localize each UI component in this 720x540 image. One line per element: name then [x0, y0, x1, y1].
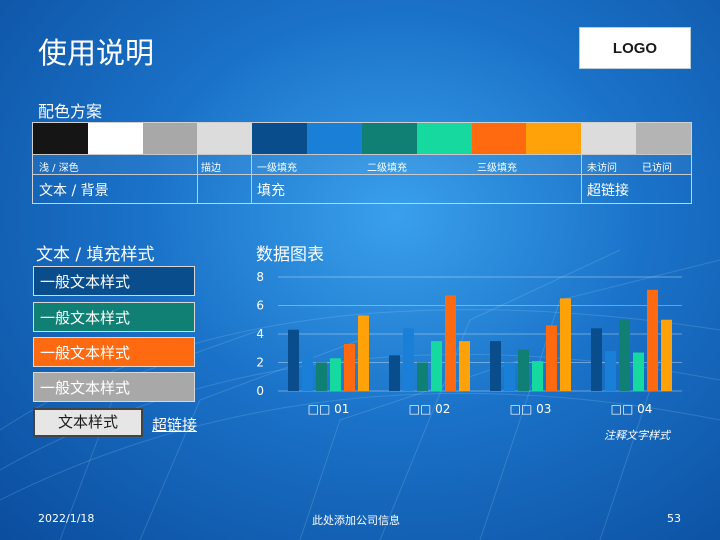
swatch-row: [33, 123, 691, 154]
page-title: 使用说明: [38, 36, 155, 70]
color-swatch-10: [526, 123, 582, 154]
bar: [445, 295, 456, 391]
annotation-text: 注释文字样式: [604, 429, 670, 442]
bar: [389, 355, 400, 391]
bar: [546, 325, 557, 391]
x-tick-label: □□ 01: [308, 402, 350, 416]
bar: [633, 352, 644, 391]
color-swatch-9: [471, 123, 527, 154]
bar: [302, 356, 313, 391]
color-scheme-title: 配色方案: [38, 102, 103, 121]
bar: [417, 362, 428, 391]
text-style-title: 文本 / 填充样式: [36, 245, 155, 265]
bar: [605, 351, 616, 391]
text-style-box-primary: 一般文本样式: [33, 266, 195, 296]
y-tick-label: 6: [256, 299, 264, 313]
color-swatch-1: [33, 123, 88, 154]
x-tick-label: □□ 03: [510, 402, 552, 416]
bar: [490, 341, 501, 391]
bar: [358, 315, 369, 391]
bar: [591, 328, 602, 391]
bar: [518, 349, 529, 391]
color-swatch-11: [581, 123, 637, 154]
bar: [560, 298, 571, 391]
y-tick-label: 0: [256, 384, 264, 398]
divider: [197, 154, 198, 203]
bar: [288, 329, 299, 391]
bar: [661, 319, 672, 391]
bar: [431, 341, 442, 391]
x-tick-label: □□ 04: [611, 402, 653, 416]
group-hyperlink: 超链接: [587, 183, 629, 199]
y-tick-label: 4: [256, 327, 264, 341]
y-tick-label: 8: [256, 270, 264, 284]
divider: [251, 154, 252, 203]
bar: [316, 362, 327, 391]
footer-company: 此处添加公司信息: [312, 514, 400, 527]
text-style-box-tertiary: 一般文本样式: [33, 337, 195, 367]
divider: [581, 154, 582, 203]
bar: [504, 362, 515, 391]
palette-group-row: 文本 / 背景 填充 超链接: [33, 174, 691, 204]
label-stroke: 描边: [201, 163, 221, 174]
color-swatch-6: [307, 123, 362, 154]
color-swatch-2: [87, 123, 143, 154]
bar: [647, 289, 658, 391]
group-text-background: 文本 / 背景: [39, 183, 109, 199]
color-swatch-12: [636, 123, 691, 154]
bar: [532, 361, 543, 391]
palette-label-row: 浅 / 深色 描边 一级填充 二级填充 三级填充 未访问 已访问: [33, 154, 691, 175]
color-swatch-7: [361, 123, 417, 154]
chart-title: 数据图表: [256, 245, 324, 265]
label-light-dark: 浅 / 深色: [39, 163, 79, 174]
group-fill: 填充: [257, 183, 285, 199]
text-style-box-gray: 一般文本样式: [33, 372, 195, 402]
bar: [619, 319, 630, 391]
bar-chart: 0 2 4 6 8 □□ 01 □□ 02 □□ 03 □□ 04: [256, 270, 682, 416]
bar: [459, 341, 470, 391]
logo: LOGO: [579, 27, 691, 69]
color-swatch-8: [416, 123, 472, 154]
bar: [403, 328, 414, 391]
hyperlink-sample[interactable]: 超链接: [152, 416, 198, 434]
label-unvisited: 未访问: [587, 163, 617, 174]
text-style-box-secondary: 一般文本样式: [33, 302, 195, 332]
label-fill-3: 三级填充: [477, 163, 517, 174]
color-swatch-3: [142, 123, 198, 154]
label-visited: 已访问: [642, 163, 672, 174]
color-palette: 浅 / 深色 描边 一级填充 二级填充 三级填充 未访问 已访问 文本 / 背景…: [32, 122, 692, 204]
label-fill-1: 一级填充: [257, 163, 297, 174]
color-swatch-5: [252, 123, 308, 154]
footer-date: 2022/1/18: [38, 512, 95, 525]
text-style-box-small: 文本样式: [33, 408, 143, 437]
bar: [330, 358, 341, 391]
label-fill-2: 二级填充: [367, 163, 407, 174]
footer-page-number: 53: [667, 512, 681, 525]
bar: [344, 343, 355, 391]
y-tick-label: 2: [256, 356, 264, 370]
color-swatch-4: [197, 123, 253, 154]
x-tick-label: □□ 02: [409, 402, 451, 416]
